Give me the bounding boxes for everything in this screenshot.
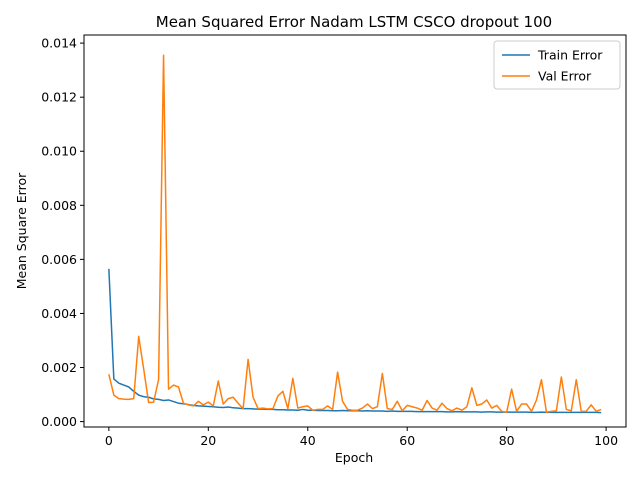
legend: Train Error Val Error — [493, 40, 621, 90]
x-tick-label: 80 — [499, 433, 515, 448]
y-tick-label: 0.002 — [41, 360, 77, 375]
x-axis: 0 20 40 60 80 100 — [105, 427, 618, 448]
y-tick-label: 0.004 — [41, 306, 77, 321]
y-axis-label: Mean Square Error — [14, 172, 29, 289]
y-tick-label: 0.014 — [41, 36, 77, 51]
series-layer — [108, 54, 602, 414]
plot-area-frame — [83, 34, 627, 428]
y-tick-label: 0.008 — [41, 198, 77, 213]
x-tick-label: 100 — [594, 433, 618, 448]
y-tick-label: 0.010 — [41, 144, 77, 159]
x-tick-label: 20 — [200, 433, 216, 448]
x-tick-label: 40 — [300, 433, 316, 448]
legend-box — [493, 40, 621, 90]
y-axis: 0.000 0.002 0.004 0.006 0.008 0.010 0.012 0.014 — [41, 36, 84, 429]
x-tick-label: 0 — [105, 433, 113, 448]
legend-label-val-error: Val Error — [538, 69, 592, 84]
series-line-val-error — [108, 54, 602, 413]
y-tick-label: 0.000 — [41, 414, 77, 429]
y-tick-label: 0.012 — [41, 90, 77, 105]
chart-title: Mean Squared Error Nadam LSTM CSCO dropo… — [156, 13, 552, 31]
x-tick-label: 60 — [399, 433, 415, 448]
y-tick-label: 0.006 — [41, 252, 77, 267]
x-axis-label: Epoch — [335, 450, 373, 465]
legend-label-train-error: Train Error — [537, 48, 603, 63]
